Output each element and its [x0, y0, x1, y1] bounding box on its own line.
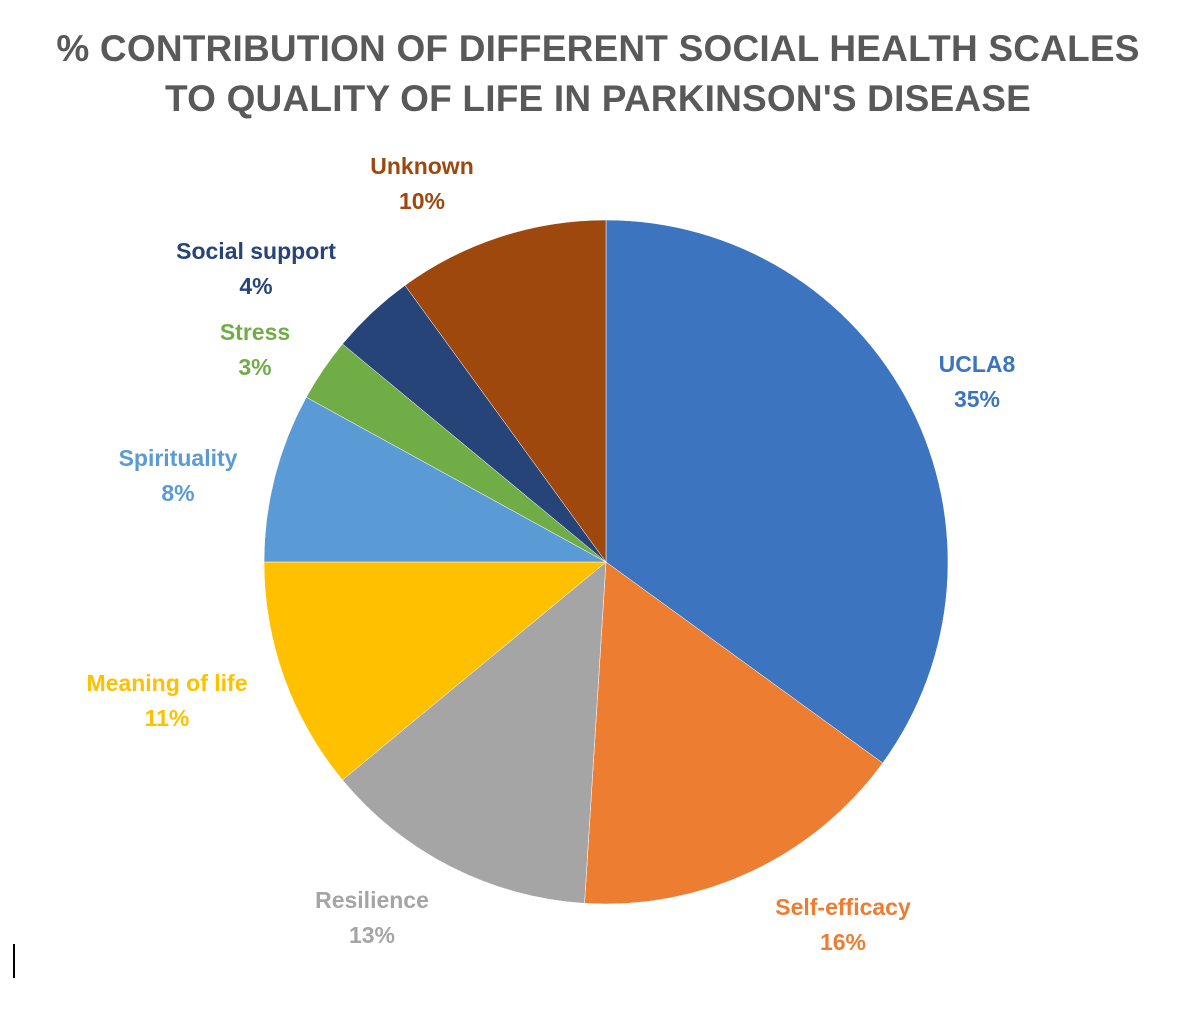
data-label-name-meaning-of-life: Meaning of life	[86, 670, 248, 696]
data-label-name-self-efficacy: Self-efficacy	[775, 894, 911, 920]
data-label-name-resilience: Resilience	[315, 887, 429, 913]
data-label-value-stress: 3%	[238, 354, 272, 380]
chart-title-line-2: TO QUALITY OF LIFE IN PARKINSON'S DISEAS…	[164, 78, 1032, 119]
pie-slice-ucla8	[605, 219, 949, 764]
pie-slice-spirituality	[263, 396, 607, 563]
data-label-value-self-efficacy: 16%	[819, 929, 867, 955]
data-label-name-spirituality: Spirituality	[118, 445, 238, 471]
pie-slice-meaning-of-life	[263, 561, 607, 781]
data-label-value-ucla8: 35%	[953, 386, 1001, 412]
text-cursor	[13, 944, 15, 978]
data-label-name-stress: Stress	[219, 319, 291, 345]
data-label-value-resilience: 13%	[348, 922, 396, 948]
data-label-ucla8: UCLA8 35%	[939, 347, 1016, 417]
data-label-resilience: Resilience 13%	[315, 883, 429, 953]
data-label-unknown: Unknown 10%	[370, 149, 474, 219]
pie-slice-self-efficacy	[584, 561, 884, 905]
data-label-name-social-support: Social support	[176, 238, 336, 264]
data-label-social-support: Social support 4%	[176, 234, 336, 304]
chart-title: % CONTRIBUTION OF DIFFERENT SOCIAL HEALT…	[0, 24, 1196, 124]
data-label-value-unknown: 10%	[398, 188, 446, 214]
chart-title-line-1: % CONTRIBUTION OF DIFFERENT SOCIAL HEALT…	[56, 28, 1140, 69]
data-label-name-unknown: Unknown	[370, 153, 474, 179]
data-label-name-ucla8: UCLA8	[938, 351, 1016, 377]
pie-slice-resilience	[342, 561, 607, 904]
data-label-stress: Stress 3%	[220, 315, 290, 385]
data-label-value-spirituality: 8%	[161, 480, 195, 506]
data-label-self-efficacy: Self-efficacy 16%	[775, 890, 911, 960]
pie-slices	[263, 219, 949, 905]
data-label-value-meaning-of-life: 11%	[144, 705, 190, 731]
pie-slice-unknown	[404, 219, 607, 563]
data-label-meaning-of-life: Meaning of life 11%	[87, 666, 248, 736]
data-label-spirituality: Spirituality 8%	[119, 441, 238, 511]
data-label-value-social-support: 4%	[239, 273, 273, 299]
